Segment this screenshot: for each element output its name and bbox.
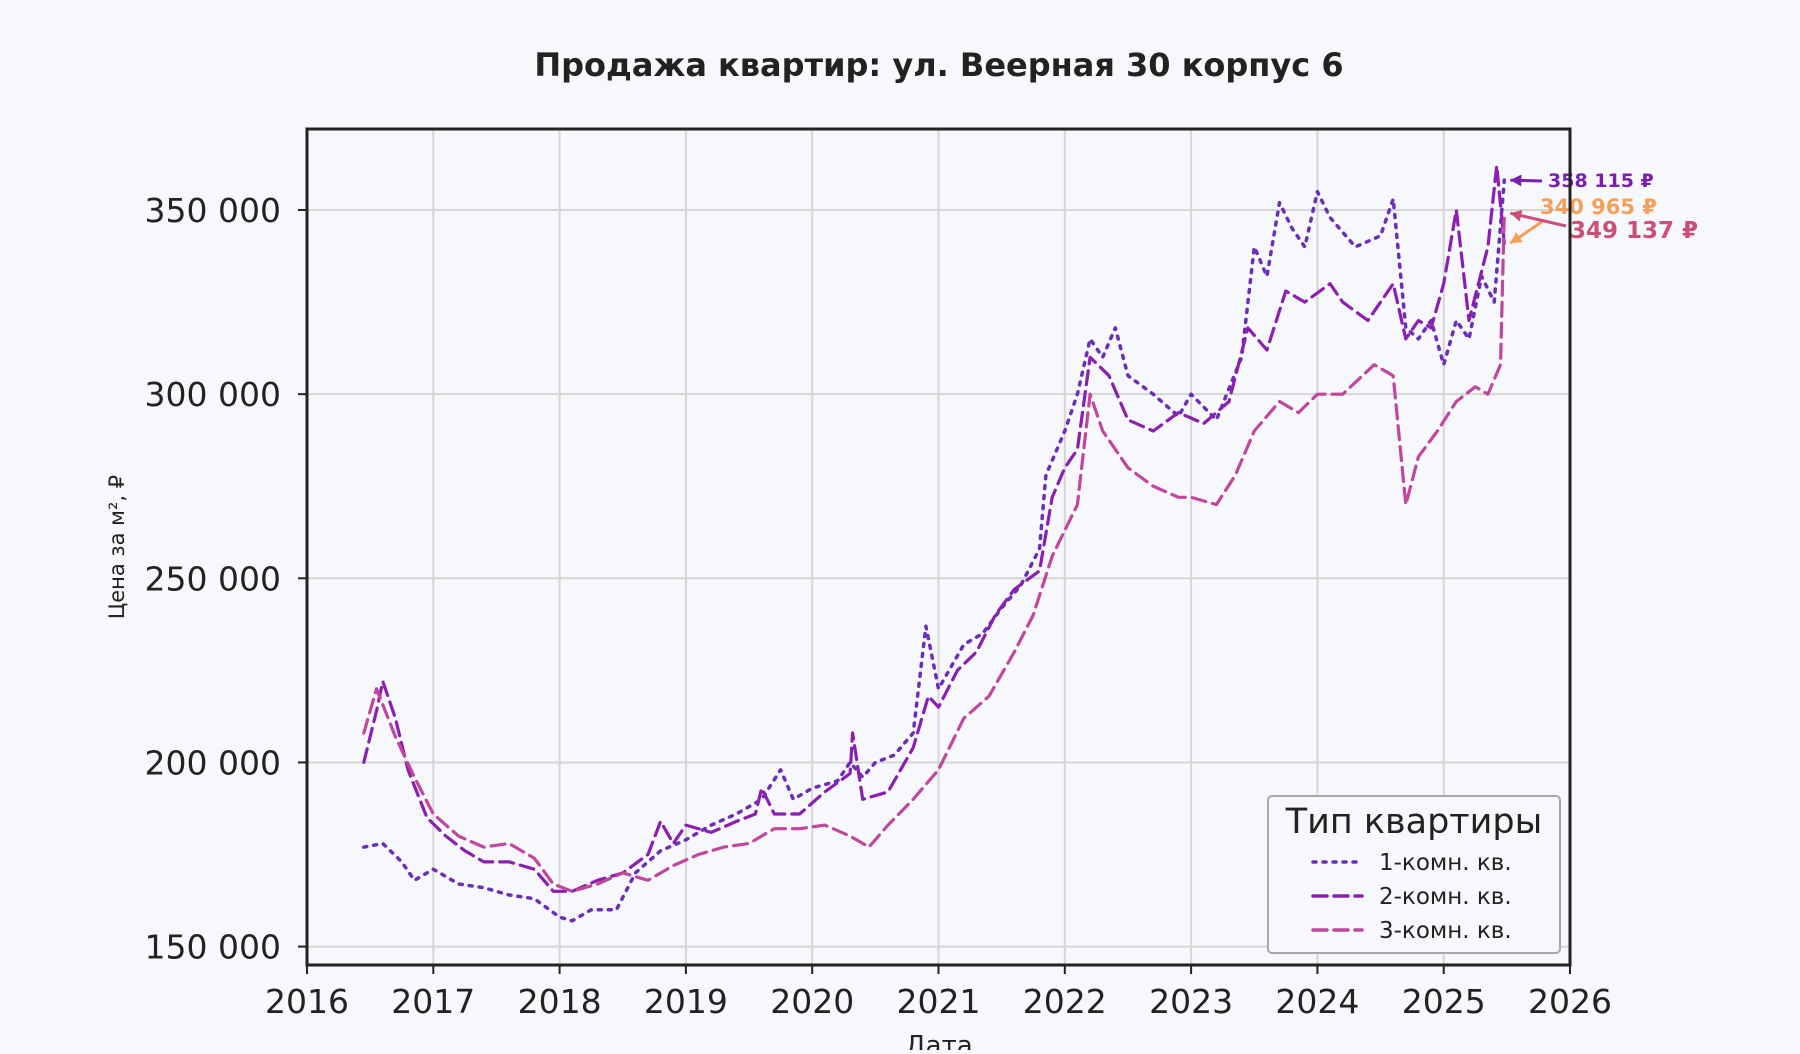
series-line-1 (362, 178, 1507, 923)
annotation-layer: 358 115 ₽ 340 965 ₽349 137 ₽ (1509, 170, 1698, 245)
legend: Тип квартиры 1-комн. кв. 2-комн. кв. 3-ком… (1267, 795, 1561, 954)
legend-label-3: 3-комн. кв. (1379, 918, 1512, 944)
legend-title: Тип квартиры (1285, 802, 1543, 842)
x-tick-label: 2016 (265, 982, 349, 1021)
series-line-2 (362, 164, 1506, 893)
y-tick-label: 300 000 (145, 375, 281, 414)
x-tick-label: 2019 (644, 982, 728, 1021)
x-tick-label: 2021 (897, 982, 981, 1021)
legend-label-1: 1-комн. кв. (1379, 850, 1512, 876)
annotation-arrowhead-1 (1510, 174, 1522, 187)
chart-title: Продажа квартир: ул. Веерная 30 корпус 6 (534, 46, 1343, 84)
x-tick-label: 2025 (1402, 982, 1486, 1021)
y-tick-label: 350 000 (145, 191, 281, 230)
x-tick-label: 2022 (1023, 982, 1107, 1021)
x-tick-label: 2023 (1149, 982, 1233, 1021)
series-line-3 (362, 211, 1506, 893)
x-tick-label: 2024 (1275, 982, 1359, 1021)
last-value-label-2: 340 965 ₽ (1540, 195, 1657, 219)
y-axis-label: Цена за м², ₽ (105, 475, 129, 619)
x-tick-label: 2017 (391, 982, 475, 1021)
y-tick-label: 200 000 (145, 743, 281, 782)
last-value-label-3: 349 137 ₽ (1570, 218, 1698, 244)
x-tick-label: 2018 (518, 982, 602, 1021)
annotation-arrowhead-3 (1510, 209, 1523, 222)
x-tick-label: 2020 (770, 982, 854, 1021)
x-tick-label: 2026 (1528, 982, 1612, 1021)
legend-entries: 1-комн. кв. 2-комн. кв. 3-комн. кв. (1311, 850, 1512, 944)
x-axis-label: Дата (905, 1031, 972, 1050)
axis-layer: 2016 2017 2018 2019 2020 2021 2022 2023 2024 2025… (145, 191, 1612, 1021)
series-layer (362, 164, 1507, 923)
y-tick-label: 150 000 (145, 928, 281, 967)
legend-box (1267, 795, 1561, 954)
last-value-label-1: 358 115 ₽ (1548, 170, 1654, 192)
legend-label-2: 2-комн. кв. (1379, 884, 1512, 910)
y-tick-label: 250 000 (145, 559, 281, 598)
annotation-arrowhead-2 (1510, 232, 1523, 244)
